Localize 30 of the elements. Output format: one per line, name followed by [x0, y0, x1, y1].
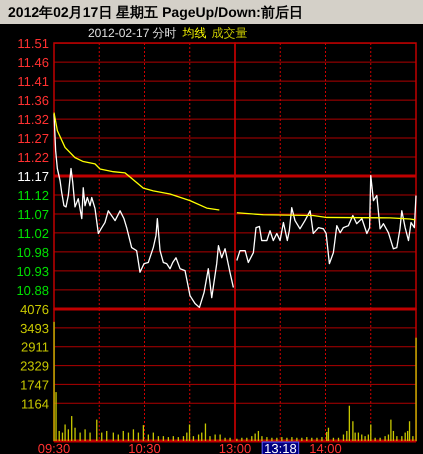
y-tick-label: 11.12: [17, 188, 49, 203]
y-tick-label: 10.98: [16, 244, 49, 260]
annotation: 13:18: [264, 441, 297, 454]
line-series: [53, 112, 220, 211]
y-tick-label: 11.27: [17, 131, 49, 146]
x-tick-label: 09:30: [38, 441, 70, 454]
y-tick-label: 11.17: [17, 169, 49, 184]
text: 均线: [182, 26, 207, 40]
y-tick-label: 4076: [20, 302, 49, 317]
y-tick-label: 1164: [21, 396, 49, 412]
y-tick-label: 11.07: [17, 206, 49, 222]
y-tick-label: 11.36: [17, 93, 49, 108]
y-tick-label: 11.51: [17, 36, 49, 52]
y-tick-label: 11.02: [17, 226, 49, 241]
y-tick-label: 2329: [20, 358, 49, 374]
y-tick-label: 3493: [20, 320, 49, 336]
chart-subtitle: 2012-02-17 分时: [88, 26, 177, 40]
x-tick-label: 14:00: [309, 441, 342, 454]
x-tick-label: 10:30: [128, 441, 161, 454]
y-tick-label: 11.32: [17, 112, 49, 128]
y-tick-label: 11.46: [17, 55, 49, 70]
y-tick-label: 1747: [20, 377, 49, 392]
x-tick-label: 13:00: [218, 441, 252, 454]
y-tick-label: 10.93: [16, 264, 49, 279]
y-tick-label: 11.41: [17, 74, 49, 90]
chart-title: 2012年02月17日 星期五 PageUp/Down:前后日: [8, 4, 303, 20]
text: 成交量: [212, 26, 248, 40]
y-tick-label: 11.22: [17, 150, 49, 166]
y-tick-label: 10.88: [16, 282, 49, 298]
y-tick-label: 2911: [21, 340, 49, 355]
